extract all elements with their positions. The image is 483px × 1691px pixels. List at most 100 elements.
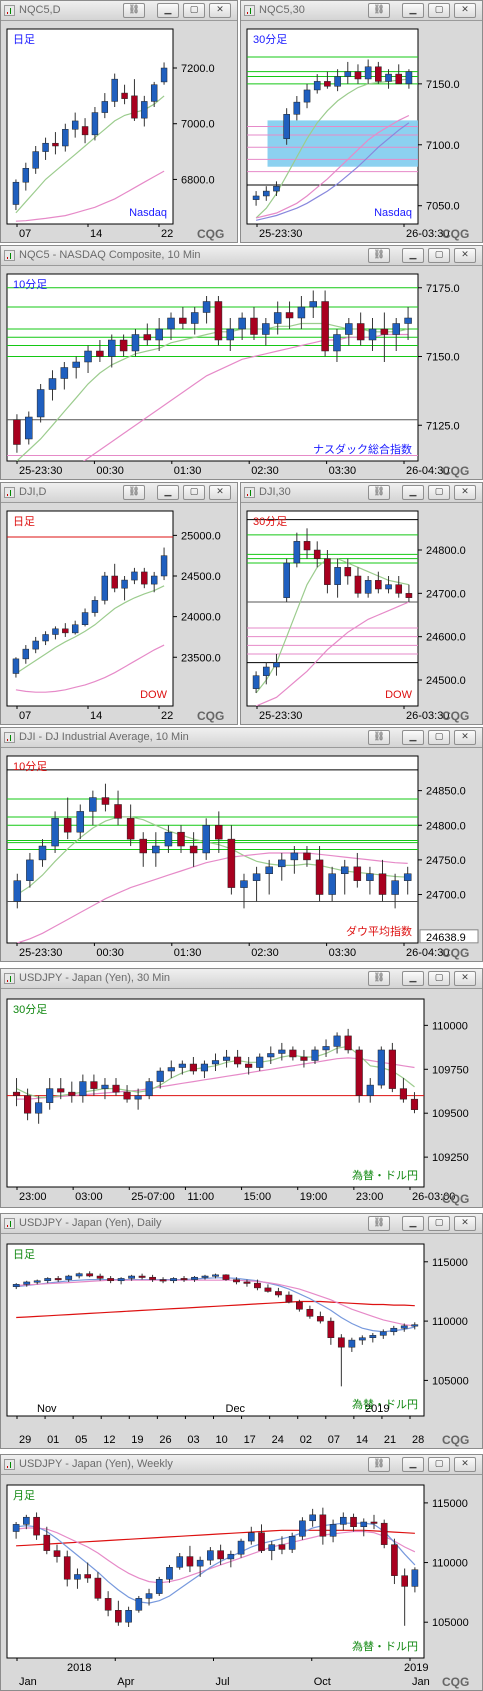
candlestick[interactable] [405,69,413,89]
candlestick[interactable] [327,1317,335,1345]
close-button[interactable]: ✕ [454,730,476,745]
minimize-button[interactable]: ▁ [402,1457,424,1472]
candlestick[interactable] [134,1088,142,1110]
close-button[interactable]: ✕ [454,971,476,986]
minimize-button[interactable]: ▁ [402,971,424,986]
candlestick[interactable] [52,132,59,155]
candlestick[interactable] [84,345,92,374]
candlestick[interactable] [115,1600,122,1626]
candlestick[interactable] [114,790,122,826]
candlestick[interactable] [368,318,377,351]
candlestick[interactable] [227,1550,235,1568]
candlestick[interactable] [344,1028,352,1054]
candlestick[interactable] [268,1541,276,1561]
restore-button[interactable]: ▢ [183,485,205,500]
candlestick[interactable] [119,334,128,357]
chart-window-usdjpy-daily[interactable]: USDJPY - Japan (Yen), Daily ⛓ ▁ ▢ ✕ 日足 為替・ドル円 1… [0,1213,483,1449]
candlestick[interactable] [321,290,329,357]
chart-titlebar[interactable]: USDJPY - Japan (Yen), 30 Min ⛓ ▁ ▢ ✕ [1,969,482,989]
candlestick[interactable] [234,1049,242,1068]
close-button[interactable]: ✕ [454,485,476,500]
candlestick[interactable] [74,1568,81,1589]
candlestick[interactable] [12,179,20,211]
candlestick[interactable] [252,671,260,693]
candlestick[interactable] [63,1550,71,1587]
candlestick[interactable] [176,1553,184,1570]
candlestick[interactable] [139,832,147,867]
candlestick[interactable] [245,1056,253,1075]
candlestick[interactable] [101,93,109,119]
candlestick[interactable] [111,563,118,593]
candlestick[interactable] [293,532,301,568]
candlestick[interactable] [344,61,352,84]
candlestick[interactable] [159,1277,167,1284]
candlestick[interactable] [313,74,321,94]
candlestick[interactable] [72,356,80,379]
candlestick[interactable] [391,873,399,909]
candlestick[interactable] [309,290,317,319]
candlestick[interactable] [319,1507,327,1545]
candlestick[interactable] [395,576,403,598]
minimize-button[interactable]: ▁ [157,3,179,18]
candlestick[interactable] [288,1532,296,1554]
candlestick[interactable] [215,811,223,853]
candlestick[interactable] [390,1325,398,1336]
candlestick[interactable] [345,318,353,346]
candlestick[interactable] [404,307,412,340]
candlestick[interactable] [166,1564,173,1583]
candlestick[interactable] [63,797,72,840]
candlestick[interactable] [201,1274,209,1280]
candlestick[interactable] [358,1335,366,1345]
candlestick[interactable] [401,1568,408,1626]
candlestick[interactable] [278,1536,286,1555]
candlestick[interactable] [81,608,89,627]
candlestick[interactable] [344,558,352,585]
candlestick[interactable] [410,1092,419,1114]
candlestick[interactable] [290,846,299,874]
candlestick[interactable] [167,312,175,341]
candlestick[interactable] [366,866,374,895]
candlestick[interactable] [311,1046,319,1065]
restore-button[interactable]: ▢ [428,248,450,263]
candlestick[interactable] [96,1273,104,1281]
candlestick[interactable] [227,825,236,895]
candlestick[interactable] [150,571,158,593]
link-button[interactable]: ⛓ [368,248,390,263]
candlestick[interactable] [354,64,362,84]
candlestick[interactable] [403,866,412,895]
candlestick[interactable] [399,1078,407,1103]
candlestick[interactable] [207,1547,214,1565]
candlestick[interactable] [411,1567,419,1593]
candlestick[interactable] [222,1049,231,1068]
candlestick[interactable] [60,362,69,390]
candlestick[interactable] [405,584,413,602]
candlestick[interactable] [135,1595,143,1613]
candlestick[interactable] [12,1283,20,1290]
candlestick[interactable] [81,118,89,144]
chart-window-nqc5-30min[interactable]: NQC5,30 ⛓ ▁ ▢ ✕ 30分足 Nasdaq 7150.0 7100.0 7050.0 2… [240,0,483,243]
candlestick[interactable] [316,1311,324,1324]
candlestick[interactable] [26,852,34,888]
candlestick[interactable] [278,1042,286,1061]
candlestick[interactable] [366,1078,374,1103]
link-button[interactable]: ⛓ [368,3,390,18]
chart-titlebar[interactable]: NQC5,D ⛓ ▁ ▢ ✕ [1,1,237,21]
candlestick[interactable] [285,1291,293,1304]
candlestick[interactable] [356,312,365,346]
link-button[interactable]: ⛓ [368,485,390,500]
candlestick[interactable] [12,1078,21,1107]
candlestick[interactable] [52,626,59,640]
candlestick[interactable] [333,329,341,362]
candlestick[interactable] [334,558,341,598]
candlestick[interactable] [128,1274,135,1281]
candlestick[interactable] [117,1277,125,1285]
link-button[interactable]: ⛓ [368,1457,390,1472]
candlestick[interactable] [275,1287,282,1298]
candlestick[interactable] [177,825,185,853]
restore-button[interactable]: ▢ [428,3,450,18]
close-button[interactable]: ✕ [209,3,231,18]
candlestick[interactable] [264,1284,272,1293]
candlestick[interactable] [96,340,104,362]
candlestick[interactable] [42,137,49,160]
